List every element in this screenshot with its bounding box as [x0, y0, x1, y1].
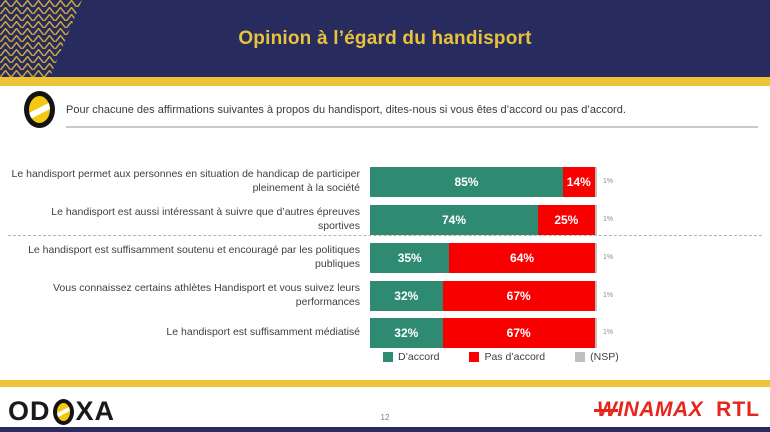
disagree-segment: 64% — [449, 242, 595, 273]
agree-segment: 32% — [370, 317, 443, 348]
nsp-segment — [594, 204, 597, 235]
row-label: Le handisport est suffisamment soutenu e… — [28, 243, 360, 270]
page-number: 12 — [380, 413, 390, 422]
row-label: Vous connaissez certains athlètes Handis… — [53, 281, 360, 308]
chart-row: Le handisport est suffisamment soutenu e… — [8, 242, 762, 273]
disagree-value: 67% — [506, 325, 531, 340]
disagree-segment: 14% — [562, 166, 595, 197]
odoxa-o-icon — [52, 398, 74, 425]
header-banner: Opinion à l’égard du handisport — [0, 0, 770, 77]
agree-segment: 35% — [370, 242, 450, 273]
herringbone-pattern-decoration — [0, 0, 82, 77]
stacked-bar: 35% 64% — [370, 242, 597, 273]
legend-item-nsp: (NSP) — [575, 351, 619, 363]
disagree-segment: 25% — [537, 204, 595, 235]
chart-row: Vous connaissez certains athlètes Handis… — [8, 280, 762, 311]
page-title: Opinion à l’égard du handisport — [238, 27, 532, 49]
winamax-logo: WINAMAX — [593, 398, 704, 422]
legend-label: Pas d’accord — [484, 351, 546, 363]
agree-segment: 85% — [370, 166, 563, 197]
dashed-separator — [8, 235, 762, 236]
navy-bottom-bar — [0, 427, 770, 432]
nsp-value: 1% — [603, 178, 614, 185]
legend-label: (NSP) — [590, 351, 619, 363]
chart-legend: D’accord Pas d’accord (NSP) — [383, 351, 619, 363]
legend-label: D’accord — [398, 351, 440, 363]
odoxa-logo: OD XA — [8, 396, 115, 427]
question-underline — [66, 126, 758, 128]
disagree-value: 67% — [506, 288, 531, 303]
agree-segment: 74% — [370, 204, 538, 235]
stacked-bar: 85% 14% — [370, 166, 597, 197]
nsp-segment — [594, 280, 597, 311]
disagree-value: 64% — [510, 250, 535, 265]
odoxa-logo-text: XA — [75, 396, 116, 426]
stacked-bar: 32% 67% — [370, 317, 597, 348]
disagree-segment: 67% — [442, 280, 595, 311]
winamax-w: W — [593, 398, 619, 421]
disagree-swatch-icon — [469, 352, 480, 362]
nsp-value: 1% — [603, 254, 614, 261]
agree-swatch-icon — [383, 352, 393, 362]
agree-value: 32% — [394, 325, 419, 340]
legend-item-agree: D’accord — [383, 351, 439, 363]
nsp-value: 1% — [603, 216, 614, 223]
gold-divider-bottom — [0, 380, 770, 387]
chart-row: Le handisport permet aux personnes en si… — [8, 166, 762, 197]
rtl-logo: RTL — [716, 398, 760, 421]
agree-value: 35% — [397, 250, 422, 265]
row-label: Le handisport est suffisamment médiatisé — [166, 325, 360, 338]
nsp-swatch-icon — [575, 352, 586, 362]
odoxa-o-icon — [24, 91, 55, 128]
partner-logos: WINAMAX RTL — [593, 398, 760, 422]
stacked-bar: 32% 67% — [370, 280, 597, 311]
nsp-value: 1% — [603, 329, 614, 336]
nsp-segment — [594, 317, 597, 348]
agree-value: 32% — [394, 288, 419, 303]
disagree-value: 25% — [554, 212, 579, 227]
chart-row: Le handisport est aussi intéressant à su… — [8, 204, 762, 235]
chart-row: Le handisport est suffisamment médiatisé… — [8, 317, 762, 348]
winamax-rest: INAMAX — [617, 398, 704, 421]
agree-value: 74% — [441, 212, 466, 227]
nsp-segment — [594, 166, 597, 197]
disagree-segment: 67% — [442, 317, 595, 348]
row-label: Le handisport est aussi intéressant à su… — [51, 205, 360, 232]
disagree-value: 14% — [566, 174, 591, 189]
agree-value: 85% — [454, 174, 479, 189]
odoxa-logo-text: OD — [8, 396, 51, 426]
nsp-value: 1% — [603, 292, 614, 299]
legend-item-disagree: Pas d’accord — [469, 351, 545, 363]
stacked-bar: 74% 25% — [370, 204, 597, 235]
row-label: Le handisport permet aux personnes en si… — [11, 167, 360, 194]
nsp-segment — [594, 242, 597, 273]
gold-divider-top — [0, 77, 770, 86]
survey-question: Pour chacune des affirmations suivantes … — [66, 104, 626, 116]
agree-segment: 32% — [370, 280, 443, 311]
